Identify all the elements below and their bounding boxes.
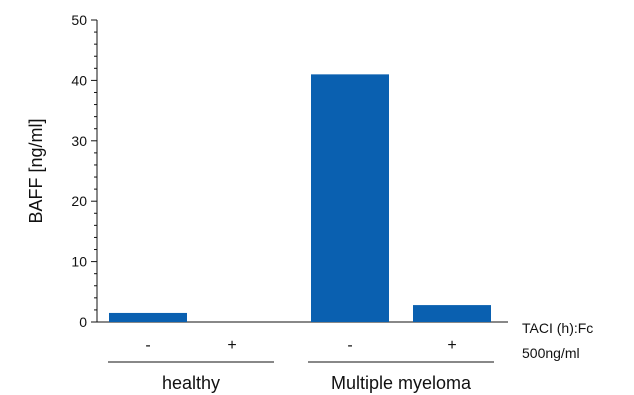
y-tick-label: 50	[71, 12, 87, 28]
y-tick-label: 30	[71, 133, 87, 149]
y-tick-label: 10	[71, 254, 87, 270]
treatment-signs: - + - +	[145, 337, 456, 354]
treatment-label-line-1: TACI (h):Fc	[522, 320, 593, 336]
group-label: Multiple myeloma	[331, 373, 472, 393]
bar	[311, 74, 389, 322]
y-tick-label: 0	[79, 314, 87, 330]
x-tick-label: +	[227, 337, 236, 354]
x-tick-label: -	[145, 337, 150, 354]
x-tick-label: +	[447, 337, 456, 354]
y-tick-label: 20	[71, 193, 87, 209]
y-axis-ticks: 0 10 20 30 40 50	[71, 12, 97, 330]
y-tick-label: 40	[71, 72, 87, 88]
bar	[109, 312, 187, 322]
bar	[413, 305, 491, 322]
group-label: healthy	[162, 373, 220, 393]
x-tick-label: -	[347, 337, 352, 354]
y-axis-title: BAFF [ng/ml]	[26, 118, 46, 223]
group-labels: healthy Multiple myeloma	[108, 361, 494, 393]
treatment-label-line-2: 500ng/ml	[522, 345, 580, 361]
bars	[109, 74, 491, 322]
